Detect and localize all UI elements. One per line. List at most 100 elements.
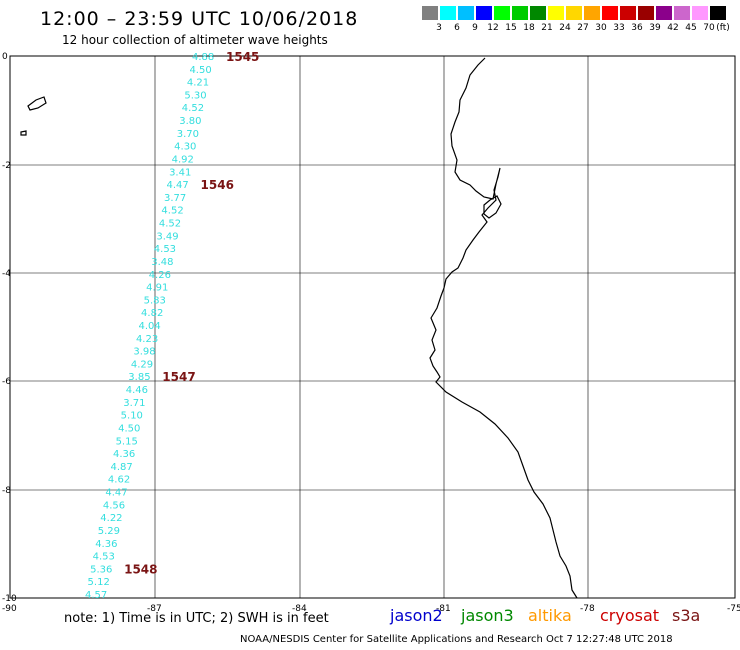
y-tick-label: -2 (2, 161, 11, 171)
wave-height-label: 4.57 (85, 590, 107, 601)
wave-height-label: 3.71 (123, 398, 145, 409)
wave-height-label: 5.30 (184, 90, 206, 101)
legend-label: 70 (703, 23, 715, 33)
footnote: note: 1) Time is in UTC; 2) SWH is in fe… (64, 611, 329, 626)
wave-height-label: 4.50 (118, 423, 140, 434)
wave-height-label: 4.50 (189, 65, 211, 76)
wave-height-label: 4.56 (103, 500, 125, 511)
legend-swatch (440, 6, 456, 20)
satellite-name: jason2 (390, 606, 443, 625)
legend-label: 9 (472, 23, 478, 33)
wave-height-label: 5.29 (98, 526, 120, 537)
x-tick-label: -84 (292, 604, 307, 614)
legend-swatch (530, 6, 546, 20)
wave-height-label: 4.53 (93, 552, 115, 563)
y-tick-label: -10 (2, 594, 17, 604)
wave-height-label: 4.92 (172, 154, 194, 165)
x-tick-label: -87 (147, 604, 162, 614)
legend-swatch (674, 6, 690, 20)
map-subtitle: 12 hour collection of altimeter wave hei… (62, 33, 328, 47)
legend-label: 33 (613, 23, 625, 33)
map-frame (9, 55, 736, 599)
legend-swatch (620, 6, 636, 20)
legend-label: 45 (685, 23, 697, 33)
satellite-name: altika (528, 606, 572, 625)
satellite-name: s3a (672, 606, 701, 625)
legend-swatch (692, 6, 708, 20)
legend-swatch (458, 6, 474, 20)
legend-swatch (656, 6, 672, 20)
coastline (20, 57, 578, 599)
pass-time-label: 1545 (226, 50, 259, 64)
x-tick-label: -78 (580, 604, 595, 614)
wave-height-label: 4.22 (100, 513, 122, 524)
legend-swatch (494, 6, 510, 20)
credit-line: NOAA/NESDIS Center for Satellite Applica… (240, 634, 673, 645)
wave-height-label: 4.36 (95, 539, 117, 550)
wave-height-label: 3.41 (169, 167, 191, 178)
pass-time-label: 1548 (124, 562, 157, 576)
legend-swatch (710, 6, 726, 20)
wave-height-label: 5.36 (90, 564, 112, 575)
legend-label: 12 (487, 23, 499, 33)
legend-label: 15 (505, 23, 517, 33)
wave-height-label: 4.52 (182, 103, 204, 114)
wave-height-label: 4.52 (159, 219, 181, 230)
legend-swatch (512, 6, 528, 20)
map-title: 12:00 – 23:59 UTC 10/06/2018 (40, 8, 359, 30)
y-tick-label: -4 (2, 269, 11, 279)
x-tick-label: -75 (727, 604, 740, 614)
legend-swatch (566, 6, 582, 20)
wave-height-label: 3.77 (164, 193, 186, 204)
wave-height-label: 4.47 (105, 488, 127, 499)
legend-label: 18 (523, 23, 535, 33)
wave-height-label: 4.29 (131, 359, 153, 370)
wave-height-label: 3.70 (177, 129, 199, 140)
pass-time-label: 1547 (162, 370, 195, 384)
wave-height-label: 4.91 (146, 283, 168, 294)
wave-height-label: 4.82 (141, 308, 163, 319)
wave-height-label: 3.49 (156, 231, 178, 242)
legend-swatch (548, 6, 564, 20)
x-tick-label: -90 (2, 604, 17, 614)
legend-label: 42 (667, 23, 679, 33)
wave-height-label: 5.15 (116, 436, 138, 447)
x-tick-label: -81 (436, 604, 451, 614)
wave-height-label: 5.83 (144, 295, 166, 306)
wave-height-label: 3.98 (133, 347, 155, 358)
wave-height-label: 5.10 (121, 411, 143, 422)
wave-height-label: 4.46 (126, 385, 148, 396)
wave-height-label: 4.26 (149, 270, 171, 281)
legend-label: 6 (454, 23, 460, 33)
legend-swatch (476, 6, 492, 20)
wave-height-label: 4.36 (113, 449, 135, 460)
wave-height-label: 4.52 (161, 206, 183, 217)
satellite-name: jason3 (461, 606, 514, 625)
wave-height-label: 3.80 (179, 116, 201, 127)
legend-swatch (422, 6, 438, 20)
legend-swatch (638, 6, 654, 20)
wave-height-label: 4.53 (154, 244, 176, 255)
wave-height-label: 4.21 (187, 78, 209, 89)
legend-label: 21 (541, 23, 553, 33)
wave-height-label: 4.23 (136, 334, 158, 345)
legend-label: 27 (577, 23, 589, 33)
wave-height-label: 3.48 (151, 257, 173, 268)
legend-swatch (602, 6, 618, 20)
wave-height-label: 3.85 (128, 372, 150, 383)
wave-height-label: 4.47 (167, 180, 189, 191)
y-tick-label: 0 (2, 52, 8, 62)
satellite-name: cryosat (600, 606, 660, 625)
legend-unit: (ft) (716, 23, 730, 33)
legend-label: 39 (649, 23, 661, 33)
legend-label: 24 (559, 23, 571, 33)
y-tick-label: -8 (2, 486, 11, 496)
wave-height-label: 5.12 (88, 577, 110, 588)
wave-height-label: 4.30 (174, 142, 196, 153)
wave-height-label: 4.88 (192, 52, 214, 63)
wave-height-label: 4.87 (110, 462, 132, 473)
legend-label: 36 (631, 23, 643, 33)
legend-swatch (584, 6, 600, 20)
map-grid (10, 56, 735, 598)
